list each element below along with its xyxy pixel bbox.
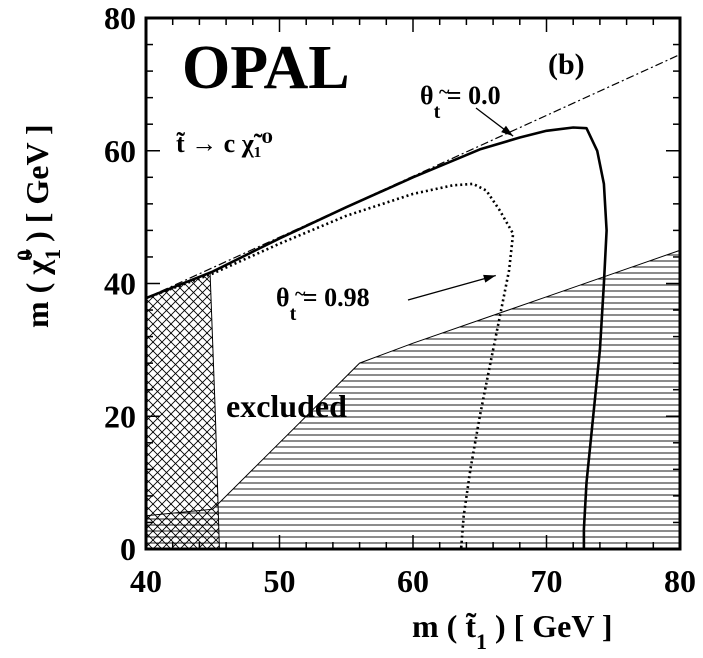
y-tick-label: 20	[104, 398, 136, 434]
svg-text:~: ~	[439, 81, 450, 103]
x-tick-label: 80	[664, 563, 696, 599]
experiment-label: OPAL	[182, 34, 350, 102]
tick-labels: 40 50 60 70 80 0 20 40 60 80	[104, 0, 696, 599]
panel-label: (b)	[548, 48, 585, 81]
contour-curves	[146, 53, 680, 549]
x-tick-label: 70	[531, 563, 563, 599]
contour-solid	[146, 126, 608, 549]
excluded-regions	[146, 249, 680, 549]
annotation-theta-0: θt = 0.0 ~	[420, 81, 514, 137]
plot-frame	[144, 16, 682, 551]
y-tick-label: 40	[104, 266, 136, 302]
contour-dotted	[146, 182, 515, 549]
excluded-region-cross	[146, 272, 220, 549]
y-tick-label: 80	[104, 0, 136, 36]
x-tick-label: 60	[397, 563, 429, 599]
x-tick-label: 40	[130, 563, 162, 599]
y-tick-label: 0	[120, 531, 136, 567]
excluded-label: excluded	[226, 388, 347, 424]
annotation-theta-098: θt = 0.98 ~	[276, 274, 496, 325]
y-tick-label: 60	[104, 133, 136, 169]
svg-text:θt = 0.0: θt = 0.0	[420, 81, 501, 123]
svg-text:~: ~	[295, 283, 306, 305]
process-label: t̃ → c χ̃₁⁰	[176, 129, 273, 158]
x-tick-label: 50	[264, 563, 296, 599]
y-axis-label: m ( χ̃10 ) [ GeV ]	[12, 124, 65, 328]
x-axis-label: m ( t̃1 ) [ GeV ]	[412, 608, 613, 654]
svg-text:θt = 0.98: θt = 0.98	[276, 283, 370, 325]
